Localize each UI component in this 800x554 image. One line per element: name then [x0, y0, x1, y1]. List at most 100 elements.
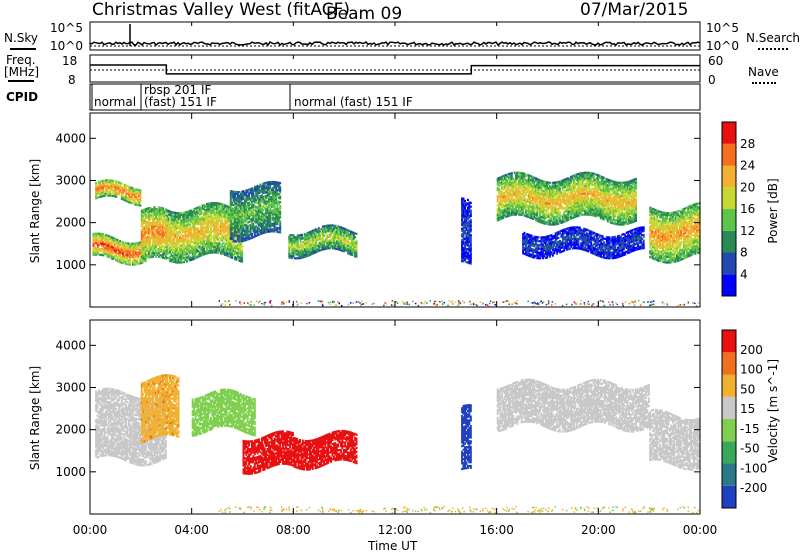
power-cell — [121, 183, 123, 185]
power-cell — [297, 240, 299, 242]
power-cell — [470, 202, 472, 204]
power-cell — [470, 261, 472, 263]
power-cell — [356, 248, 358, 250]
power-cell — [139, 191, 141, 193]
power-cell — [470, 253, 472, 255]
power-cell — [356, 250, 358, 252]
power-cell — [217, 223, 219, 225]
power-cell — [536, 214, 538, 216]
power-cell — [231, 257, 233, 259]
power-cell — [574, 185, 576, 187]
power-cell — [511, 174, 513, 176]
freq-panel-frame — [90, 55, 700, 82]
power-cell — [183, 261, 185, 263]
power-cell — [470, 236, 472, 238]
power-cell — [241, 255, 243, 257]
power-cell — [356, 240, 358, 242]
power-cell — [211, 215, 213, 217]
power-cell — [356, 252, 358, 254]
power-cell — [112, 180, 114, 182]
power-cell — [203, 248, 205, 250]
power-cell — [300, 240, 302, 242]
power-cell — [511, 172, 513, 174]
power-cell — [269, 185, 271, 187]
power-cell — [356, 246, 358, 248]
power-cell — [97, 238, 99, 240]
power-cell — [293, 255, 295, 257]
power-cell — [470, 255, 472, 257]
power-cell — [570, 182, 572, 184]
power-cell — [235, 220, 237, 222]
power-cell — [559, 188, 561, 190]
power-cell — [318, 227, 320, 229]
power-cell — [241, 251, 243, 253]
power-cell — [470, 219, 472, 221]
power-cell — [525, 194, 527, 196]
power-cell — [149, 218, 151, 220]
power-cell — [279, 195, 281, 197]
power-cell — [279, 228, 281, 230]
power-cell — [148, 226, 150, 228]
power-cell — [356, 233, 358, 235]
power-cell — [139, 195, 141, 197]
power-cell — [522, 210, 524, 212]
power-cell — [149, 243, 151, 245]
power-cell — [97, 242, 99, 244]
power-cell — [138, 255, 140, 257]
power-cell — [221, 219, 223, 221]
power-cell — [549, 182, 551, 184]
power-cell — [533, 211, 535, 213]
power-cell — [148, 234, 150, 236]
power-cell — [279, 207, 281, 209]
freq-trace — [90, 65, 700, 74]
power-cell — [231, 215, 233, 217]
power-cell — [149, 241, 151, 243]
power-cell — [154, 227, 156, 229]
power-cell — [464, 207, 466, 209]
power-cell — [353, 239, 355, 241]
power-cell — [129, 260, 131, 262]
power-cell — [210, 227, 212, 229]
power-cell — [241, 245, 243, 247]
power-cell — [470, 251, 472, 253]
power-cell — [279, 231, 281, 233]
power-cell — [241, 257, 243, 259]
power-cell — [470, 244, 472, 246]
power-cell — [470, 213, 472, 215]
power-cell — [279, 209, 281, 211]
power-cell — [111, 244, 113, 246]
power-cell — [515, 213, 517, 215]
power-cell — [293, 234, 295, 236]
power-cell — [207, 227, 209, 229]
power-cell — [219, 242, 221, 244]
power-cell — [279, 188, 281, 190]
power-cell — [210, 238, 212, 240]
power-cell — [132, 188, 134, 190]
power-cell — [351, 254, 353, 256]
power-cell — [463, 236, 465, 238]
power-cell — [356, 254, 358, 256]
power-cell — [250, 230, 252, 232]
power-cell — [95, 182, 97, 184]
power-cell — [241, 253, 243, 255]
radar-chart: 4000300020001000 4000300020001000 00:00 0… — [0, 0, 800, 554]
power-cell — [230, 220, 232, 222]
power-cell — [252, 211, 254, 213]
power-cell — [168, 221, 170, 223]
power-cell — [524, 173, 526, 175]
power-cell — [322, 237, 324, 239]
power-cell — [116, 239, 118, 241]
power-cell — [515, 179, 517, 181]
power-cell — [154, 220, 156, 222]
power-cell — [152, 256, 154, 258]
power-cell — [279, 192, 281, 194]
power-cell — [470, 234, 472, 236]
power-cell — [269, 219, 271, 221]
power-cell — [515, 181, 517, 183]
power-cell — [233, 238, 235, 240]
power-cell — [162, 207, 164, 209]
power-cell — [275, 198, 277, 200]
power-cell — [497, 199, 499, 201]
power-cell — [559, 217, 561, 219]
power-cell — [279, 211, 281, 213]
